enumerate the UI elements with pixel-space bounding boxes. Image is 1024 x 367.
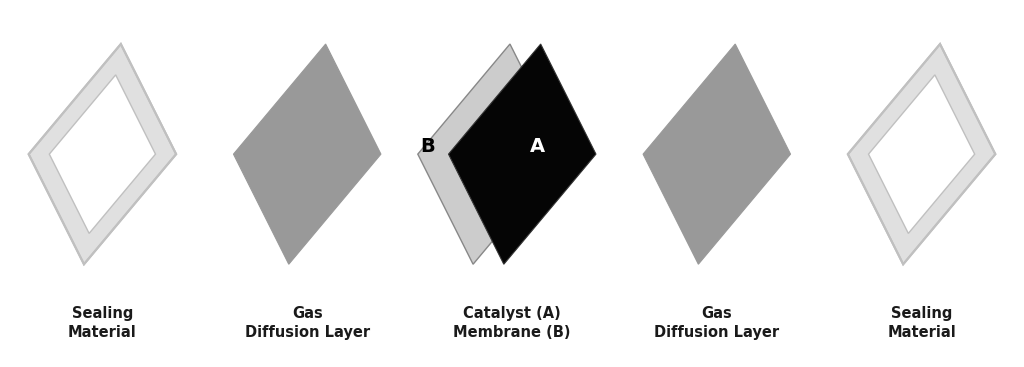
Polygon shape [29, 44, 176, 264]
Polygon shape [49, 75, 156, 233]
Polygon shape [643, 44, 791, 264]
Text: Sealing
Material: Sealing Material [68, 306, 137, 340]
Polygon shape [233, 44, 381, 264]
Polygon shape [418, 44, 565, 264]
Polygon shape [868, 75, 975, 233]
Text: Catalyst (A)
Membrane (B): Catalyst (A) Membrane (B) [454, 306, 570, 340]
Text: B: B [421, 137, 435, 156]
Text: Sealing
Material: Sealing Material [887, 306, 956, 340]
Text: Gas
Diffusion Layer: Gas Diffusion Layer [245, 306, 370, 340]
Polygon shape [848, 44, 995, 264]
Text: Gas
Diffusion Layer: Gas Diffusion Layer [654, 306, 779, 340]
Text: A: A [530, 137, 545, 156]
Polygon shape [449, 44, 596, 264]
